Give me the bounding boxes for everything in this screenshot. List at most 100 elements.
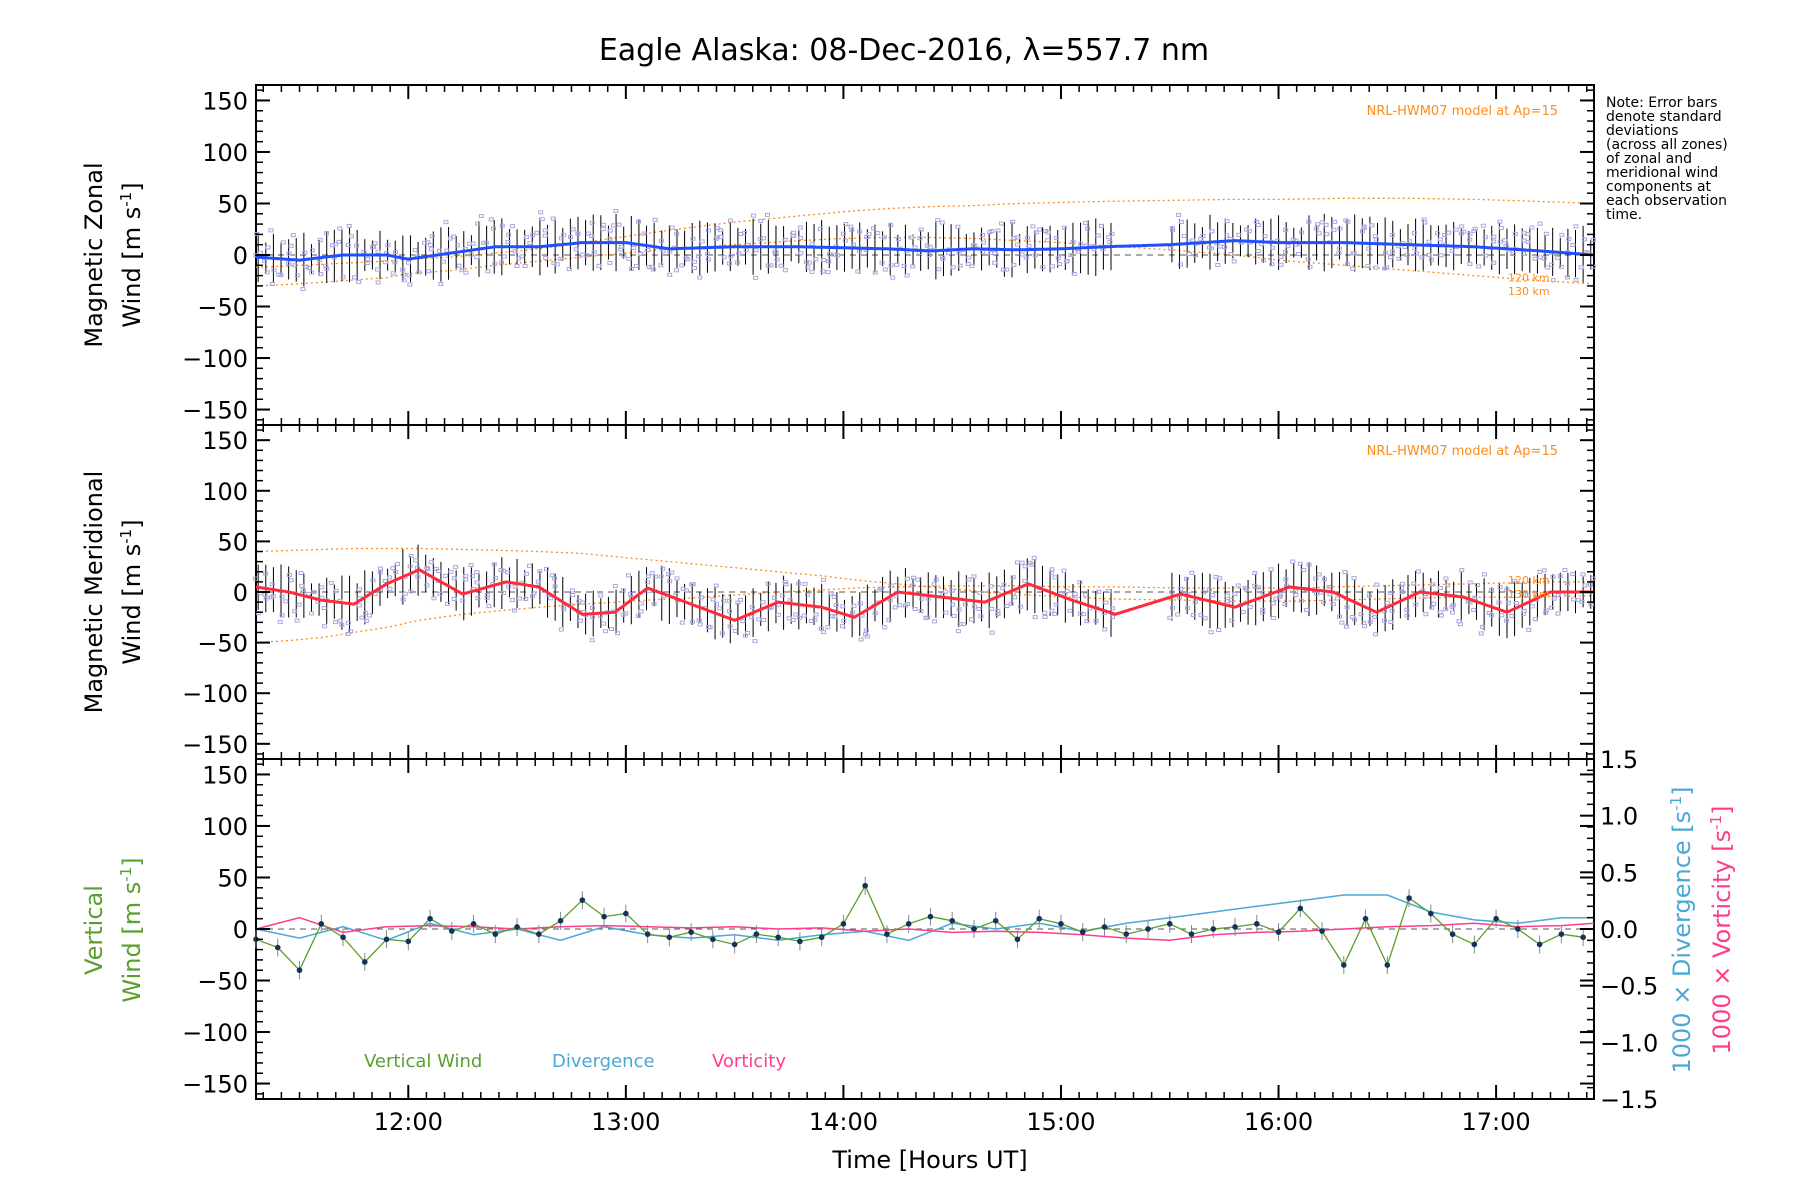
zone-point [951,614,957,619]
zone-point [692,266,698,271]
zone-point [1467,231,1473,236]
zone-point [633,263,639,268]
zone-point [1590,576,1596,581]
zone-point [1497,219,1503,224]
zone-point [1543,610,1549,615]
zone-point [1513,601,1519,606]
zone-point [1430,582,1436,587]
zone-point [1200,590,1206,595]
zone-point [1366,246,1372,251]
divergence-right-label: 1000 × Divergence [s-1] [1667,786,1696,1073]
zone-point [866,232,872,237]
zone-point [1498,225,1504,230]
zone-point [707,625,713,630]
zone-point [1400,581,1406,586]
zone-point [1352,617,1358,622]
zone-point [505,570,511,575]
zone-point [328,580,334,585]
zone-point [858,637,864,642]
zone-point [1106,589,1112,594]
zone-point [378,566,384,571]
zone-point [1475,582,1481,587]
vertical-wind-point [274,944,281,951]
zone-point [299,583,305,588]
zone-point [501,254,507,259]
zone-point [413,558,419,563]
zone-point [1564,581,1570,586]
zone-point [614,631,620,636]
zone-point [1503,243,1509,248]
zone-point [370,578,376,583]
zone-point [1472,226,1478,231]
zone-point [294,273,300,278]
zone-point [1109,231,1115,236]
zone-point [749,615,755,620]
zone-point [1489,588,1495,593]
zone-point [356,279,362,284]
zone-point [932,619,938,624]
zonal-ylabel-line2: Wind [m s-1] [117,182,146,327]
zone-point [1541,256,1547,261]
zone-point [680,586,686,591]
zone-point [1526,627,1532,632]
zone-point [955,629,961,634]
zone-point [401,278,407,283]
zone-point [1472,595,1478,600]
note-line: components at [1606,179,1712,195]
zone-point [699,239,705,244]
zone-point [345,620,351,625]
zone-point [645,574,651,579]
zone-point [796,615,802,620]
zone-point [641,231,647,236]
vertical-wind-point [383,936,390,943]
zone-point [855,269,861,274]
zone-point [1351,251,1357,256]
zone-point [339,622,345,627]
zone-point [806,260,812,265]
zone-point [1404,613,1410,618]
zone-point [296,602,302,607]
zone-point [1362,624,1368,629]
zone-point [522,264,528,269]
zone-point [658,574,664,579]
zone-point [424,583,430,588]
zone-point [825,625,831,630]
vertical-wind-point [623,910,629,917]
zone-point [705,257,711,262]
model-curve-model-120km [255,197,1592,269]
zone-point [519,254,525,259]
zone-point [857,601,863,606]
meridional-wind-line [255,568,1594,622]
zone-point [660,249,666,254]
zone-point [400,597,406,602]
zone-point [786,616,792,621]
vertical-wind-point [1580,934,1586,941]
zone-point [1178,219,1184,224]
zone-point [831,252,837,257]
zone-point [1388,620,1394,625]
zone-point [1232,591,1238,596]
zone-point [511,608,517,613]
zone-point [1247,604,1253,609]
zone-point [1415,569,1421,574]
zone-point [1228,252,1234,257]
zone-point [1497,585,1503,590]
zone-point [1208,630,1214,635]
altitude-label: 120 km [1508,272,1550,285]
vorticity-right-label: 1000 × Vorticity [s-1] [1707,806,1736,1055]
vertical-wind-point [449,928,455,934]
vertical-wind-point [775,934,781,941]
zone-point [829,614,835,619]
zone-point [881,235,887,240]
zone-point [552,576,558,581]
zone-point [872,270,878,275]
zone-point [318,272,324,277]
zone-point [925,615,931,620]
zone-point [286,261,292,266]
zone-point [1388,255,1394,260]
zone-point [674,576,680,581]
zone-point [1225,593,1231,598]
vertical-wind-point [1341,962,1347,968]
zone-point [802,582,808,587]
zone-point [337,618,343,623]
